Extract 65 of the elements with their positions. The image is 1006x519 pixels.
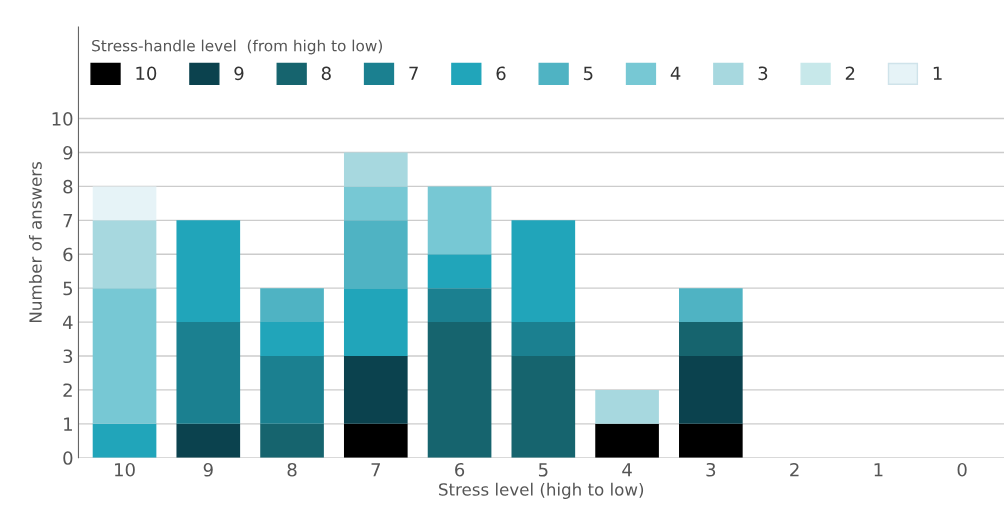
- x-tick-label: 4: [622, 463, 632, 477]
- bar: [427, 254, 492, 289]
- y-tick-label: 3: [63, 349, 73, 364]
- bar: [260, 322, 324, 356]
- bar: [176, 322, 241, 424]
- legend-label: 10: [136, 66, 157, 81]
- bar: [511, 356, 576, 458]
- y-tick-label: 4: [63, 315, 73, 329]
- y-tick-label: 7: [63, 214, 73, 228]
- x-tick-label: 6: [455, 462, 465, 477]
- legend-label: 2: [845, 66, 855, 80]
- bar: [343, 186, 408, 221]
- bar: [343, 356, 408, 424]
- bar: [679, 423, 743, 458]
- bar: [176, 220, 241, 323]
- bar: [595, 389, 659, 424]
- bar: [679, 322, 743, 356]
- x-tick-label: 3: [706, 462, 716, 477]
- bar: [92, 423, 157, 458]
- legend-label: 6: [496, 66, 506, 81]
- y-tick-label: 8: [63, 179, 73, 194]
- y-tick-label: 5: [63, 281, 73, 296]
- x-tick-label: 2: [790, 462, 799, 477]
- bar: [343, 220, 408, 289]
- legend-label: 4: [670, 66, 681, 80]
- y-tick-label: 10: [52, 112, 73, 126]
- bar: [92, 288, 157, 424]
- bar: [343, 423, 408, 458]
- x-tick-label: 7: [371, 463, 381, 477]
- y-axis-title: Number of answers: [28, 161, 42, 322]
- legend-label: 1: [933, 66, 942, 80]
- x-tick-label: 10: [115, 462, 135, 477]
- bar: [679, 288, 743, 323]
- bar: [427, 322, 492, 458]
- bar: [260, 423, 324, 458]
- legend-title: Stress-handle level (from high to low): [92, 39, 382, 55]
- bar: [595, 423, 659, 458]
- legend-label: 8: [321, 66, 331, 81]
- x-tick-label: 0: [957, 462, 967, 477]
- bar: [679, 356, 743, 424]
- legend-label: 9: [234, 66, 244, 81]
- x-axis-title: Stress level (high to low): [439, 482, 644, 499]
- x-tick-label: 8: [287, 462, 297, 477]
- bar: [92, 220, 157, 289]
- legend-label: 3: [758, 66, 768, 81]
- y-tick-label: 9: [63, 145, 73, 160]
- x-tick-label: 1: [874, 463, 883, 477]
- bar: [511, 220, 576, 323]
- y-tick-label: 2: [63, 383, 72, 397]
- bar: [260, 288, 324, 323]
- y-tick-label: 6: [63, 247, 73, 262]
- bar: [176, 423, 241, 458]
- bar: [92, 186, 157, 221]
- bar: [427, 186, 492, 255]
- legend-label: 5: [583, 66, 593, 81]
- bar: [343, 288, 408, 356]
- y-tick-label: 1: [64, 417, 72, 431]
- legend-label: 7: [409, 66, 418, 80]
- bar: [427, 288, 492, 323]
- bar: [260, 356, 324, 424]
- bar: [511, 322, 576, 356]
- x-tick-label: 9: [203, 462, 213, 477]
- bar: [343, 152, 408, 187]
- x-tick-label: 5: [538, 463, 548, 477]
- y-tick-label: 0: [63, 451, 73, 465]
